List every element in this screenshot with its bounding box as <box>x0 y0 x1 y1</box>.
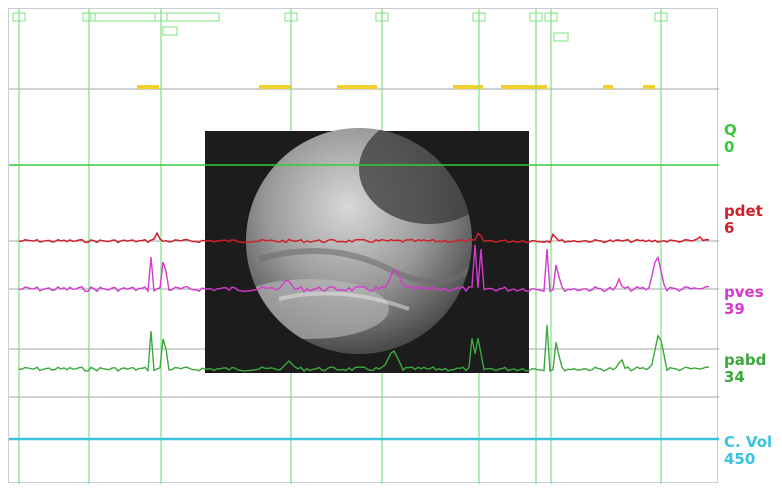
marker-tag-box-9 <box>654 12 668 22</box>
video-overlay[interactable] <box>205 114 529 373</box>
pves-trace <box>18 244 710 294</box>
event-bar-4 <box>453 85 483 89</box>
pves-channel-label: pves 39 <box>724 284 764 318</box>
pabd-trace <box>18 324 710 373</box>
cvol-value: 450 <box>724 450 756 468</box>
marker-tag-box-8 <box>544 12 558 22</box>
signal-traces <box>9 164 719 441</box>
pdet-channel-label: pdet 6 <box>724 203 763 237</box>
cvol-name: C. Vol <box>724 433 773 451</box>
event-bar-1 <box>137 85 159 89</box>
pabd-value: 34 <box>724 368 745 386</box>
event-bar-2 <box>259 85 291 89</box>
marker-tag-box-6 <box>472 12 486 22</box>
marker-tag-box-5 <box>375 12 389 22</box>
pabd-channel-label: pabd 34 <box>724 352 766 386</box>
q-channel-label: Q 0 <box>724 122 737 156</box>
event-bar-3 <box>337 85 377 89</box>
marker-tag-box-2 <box>82 12 96 22</box>
marker-tag-box-sub2 <box>553 32 569 42</box>
pabd-name: pabd <box>724 351 767 369</box>
marker-tag-box-sub1 <box>162 26 178 36</box>
pdet-value: 6 <box>724 219 735 237</box>
marker-tag-box-7 <box>529 12 543 22</box>
marker-tag-box-long <box>90 12 220 22</box>
pves-name: pves <box>724 283 764 301</box>
marker-tag-box-4 <box>284 12 298 22</box>
q-value: 0 <box>724 138 735 156</box>
trace-canvas <box>9 9 719 484</box>
pdet-trace <box>18 231 710 244</box>
urodynamic-plot-area[interactable] <box>8 8 719 484</box>
marker-tag-box-1 <box>12 12 26 22</box>
event-bar-7 <box>643 85 655 89</box>
event-bar-track <box>137 85 655 89</box>
pdet-name: pdet <box>724 202 763 220</box>
cvol-channel-label: C. Vol 450 <box>724 434 772 468</box>
event-bar-5 <box>501 85 547 89</box>
pves-value: 39 <box>724 300 745 318</box>
event-bar-6 <box>603 85 613 89</box>
q-name: Q <box>724 121 737 139</box>
event-marker-lines <box>12 9 668 484</box>
